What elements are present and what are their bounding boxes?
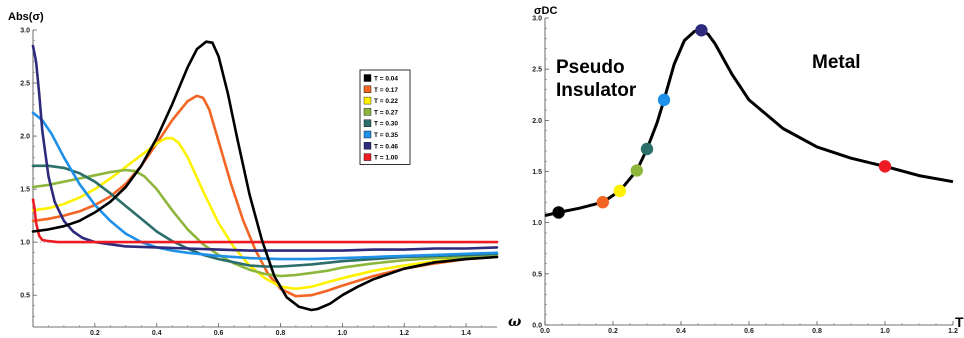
left-x-tick-label: 0.8 [276,330,286,337]
series-line-T100 [31,198,499,244]
left-y-tick-label: 0.5 [20,293,30,300]
legend-entry-label: T = 1.00 [374,155,398,162]
right-x-tick-label: 0.6 [744,328,754,335]
insulator-annotation: Insulator [556,80,637,101]
right-x-tick-label: 0.0 [540,328,550,335]
right-points [552,24,892,219]
legend-swatch [363,85,372,94]
left-x-axis-label: ω [508,314,522,330]
legend-entry-label: T = 0.22 [374,98,398,105]
data-point-7 [878,160,892,173]
legend-entry-label: T = 0.46 [374,143,398,150]
right-curve [544,28,954,217]
series-line-T022 [31,136,499,291]
left-x-tick-label: 0.6 [214,330,224,337]
left-axes: 0.2 0.4 0.6 0.8 1.0 1.2 1.4 0.5 1.0 1.5 2.0 2.5 3.0 [20,28,497,337]
right-y-tick-label: 1.0 [532,220,542,227]
right-x-tick-label: 0.4 [676,328,686,335]
legend: T = 0.04 T = 0.17 T = 0.22 T = 0.27 T = 0.30… [359,69,411,165]
left-x-tick-label: 1.0 [337,330,347,337]
legend-swatch [363,108,372,116]
right-y-tick-label: 0.0 [532,323,542,330]
left-y-tick-label: 1.5 [20,187,30,194]
series-line-T004 [31,40,499,312]
left-x-tick-label: 0.4 [152,330,162,337]
data-point-3 [630,164,643,177]
legend-swatch [363,119,372,127]
data-point-0 [552,206,565,219]
left-y-tick-label: 2.5 [20,81,30,88]
left-x-tick-label: 1.2 [399,330,409,337]
series-line-T035 [31,111,499,261]
optical-conductivity-chart: 0.2 0.4 0.6 0.8 1.0 1.2 1.40.51.01.52.02.53.0 … [8,11,522,337]
dc-conductivity-chart: 0.0 0.2 0.4 0.6 0.8 1.0 1.2 0.0 0.5 1.0 1.5 2.0 2.5 3… [532,5,964,335]
right-y-tick-label: 1.5 [532,169,542,176]
legend-entry-label: T = 0.17 [374,87,398,94]
series-line-T017 [31,94,499,298]
dc-conductivity-curve [544,28,954,217]
right-y-tick-label: 2.0 [532,118,542,125]
legend-swatch [363,142,372,150]
data-point-4 [640,142,654,156]
right-y-tick-label: 2.5 [532,67,542,74]
data-point-2 [613,184,626,198]
right-x-tick-label: 0.2 [608,328,618,335]
left-series [31,40,499,312]
left-y-axis-label: Abs(σ) [8,11,44,23]
left-x-tick-label: 0.2 [90,330,100,337]
right-x-tick-label: 1.0 [880,328,890,335]
series-line-T030 [31,164,499,268]
right-x-tick-label: 1.2 [948,328,958,335]
right-axes: 0.0 0.2 0.4 0.6 0.8 1.0 1.2 0.0 0.5 1.0 1.5 2.0 2.5 3… [532,16,958,336]
legend-entry-label: T = 0.27 [374,109,398,116]
legend-entry-label: T = 0.04 [374,76,398,83]
pseudo-annotation: Pseudo [556,57,625,78]
legend-swatch [363,96,372,105]
left-y-tick-label: 2.0 [20,134,30,141]
legend-swatch [363,74,372,82]
right-x-tick-label: 0.8 [812,328,822,335]
left-y-tick-label: 1.0 [20,240,30,247]
left-x-tick-label: 1.4 [461,330,471,337]
legend-swatch [363,130,372,139]
series-line-T046 [31,44,499,252]
legend-entry-label: T = 0.30 [374,121,398,128]
data-point-5 [657,93,671,107]
right-y-tick-label: 0.5 [532,271,542,278]
data-point-1 [596,196,609,209]
data-point-6 [695,24,708,37]
right-x-axis-label: T [955,314,964,330]
legend-swatch [363,153,372,161]
left-y-tick-label: 3.0 [20,28,30,35]
right-y-tick-label: 3.0 [532,16,542,23]
legend-entry-label: T = 0.35 [374,132,398,139]
right-y-axis-label: σDC [534,5,557,17]
metal-annotation: Metal [812,52,861,73]
